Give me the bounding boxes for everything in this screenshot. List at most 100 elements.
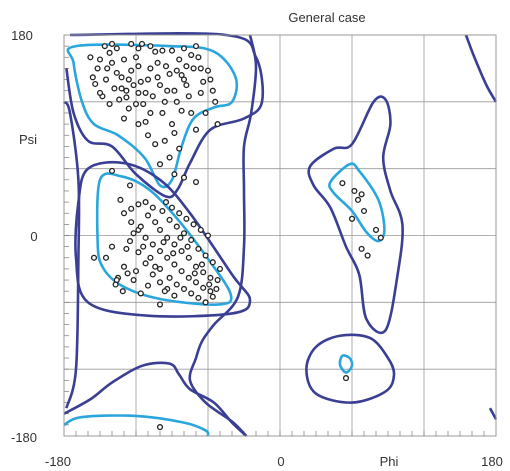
data-point bbox=[144, 212, 152, 219]
data-point bbox=[161, 98, 168, 105]
data-point bbox=[183, 82, 190, 89]
data-point bbox=[156, 226, 164, 233]
data-point bbox=[166, 216, 173, 223]
data-point bbox=[209, 259, 216, 266]
data-point bbox=[147, 109, 154, 117]
data-point bbox=[216, 265, 224, 272]
data-point bbox=[183, 215, 190, 222]
data-point bbox=[164, 234, 171, 241]
data-point bbox=[354, 196, 362, 203]
data-point bbox=[166, 274, 173, 281]
allowed-region-contour bbox=[305, 333, 396, 404]
data-point bbox=[144, 76, 152, 83]
data-point bbox=[162, 63, 170, 70]
data-point bbox=[164, 254, 171, 261]
data-point bbox=[156, 82, 164, 89]
data-point bbox=[348, 215, 356, 222]
data-point bbox=[171, 129, 178, 137]
data-point bbox=[185, 274, 192, 281]
data-point bbox=[176, 210, 183, 217]
data-point bbox=[209, 87, 216, 94]
data-point bbox=[149, 93, 156, 100]
data-point bbox=[207, 288, 214, 295]
data-point bbox=[126, 182, 134, 189]
data-point bbox=[209, 293, 216, 300]
data-point bbox=[156, 248, 164, 255]
data-point bbox=[178, 268, 185, 275]
data-point bbox=[152, 219, 159, 226]
data-point bbox=[137, 78, 144, 85]
data-point bbox=[198, 261, 206, 268]
data-point bbox=[358, 245, 365, 252]
data-point bbox=[147, 43, 154, 50]
data-point bbox=[96, 89, 104, 96]
data-point bbox=[171, 87, 178, 94]
data-point bbox=[89, 74, 96, 81]
favoured-region-contour bbox=[63, 414, 210, 437]
plot-border bbox=[63, 34, 497, 437]
data-point bbox=[202, 252, 209, 259]
y-tick-label-bottom: -180 bbox=[11, 430, 37, 445]
data-point bbox=[166, 70, 173, 78]
y-tick-label-middle: 0 bbox=[30, 229, 37, 244]
data-point bbox=[192, 279, 200, 286]
data-point bbox=[372, 226, 380, 233]
data-point bbox=[202, 299, 209, 306]
data-point bbox=[87, 54, 94, 61]
data-point bbox=[128, 40, 135, 47]
data-point bbox=[149, 204, 156, 211]
data-point bbox=[197, 226, 204, 233]
data-point bbox=[180, 76, 188, 83]
data-point bbox=[116, 96, 123, 103]
data-point bbox=[160, 239, 167, 246]
data-point bbox=[180, 174, 188, 181]
plot-grid bbox=[64, 35, 496, 436]
data-point bbox=[178, 72, 185, 79]
data-point bbox=[156, 279, 164, 286]
data-point bbox=[132, 268, 140, 275]
data-point bbox=[128, 67, 135, 74]
data-point bbox=[102, 254, 110, 261]
data-point bbox=[135, 249, 142, 256]
data-point bbox=[101, 43, 108, 50]
data-point bbox=[173, 98, 180, 105]
data-point bbox=[188, 290, 195, 297]
data-point bbox=[124, 270, 131, 277]
data-point bbox=[111, 85, 118, 92]
allowed-region-contour bbox=[62, 100, 81, 409]
contour-lines bbox=[62, 32, 498, 437]
data-point bbox=[108, 167, 116, 174]
data-point bbox=[173, 67, 180, 74]
data-point bbox=[144, 132, 152, 139]
favoured-region-contour bbox=[95, 172, 233, 306]
y-axis-label: Psi bbox=[19, 132, 37, 147]
data-point bbox=[176, 145, 183, 152]
data-point bbox=[113, 45, 120, 52]
data-point bbox=[173, 281, 180, 288]
data-point bbox=[173, 223, 180, 230]
data-point bbox=[180, 230, 188, 237]
data-point bbox=[377, 234, 384, 241]
data-point bbox=[195, 294, 202, 301]
allowed-region-contour bbox=[307, 95, 404, 335]
data-point bbox=[112, 281, 119, 288]
data-point bbox=[164, 87, 171, 94]
data-point bbox=[192, 126, 200, 133]
data-point bbox=[162, 199, 170, 206]
data-point bbox=[130, 82, 137, 89]
data-point bbox=[108, 40, 116, 47]
data-point bbox=[214, 277, 221, 284]
data-point bbox=[339, 180, 346, 187]
data-point bbox=[120, 115, 128, 122]
data-point bbox=[358, 191, 365, 198]
x-tick-label-middle: 0 bbox=[277, 454, 284, 469]
data-point bbox=[126, 238, 134, 245]
data-point bbox=[117, 196, 124, 203]
data-point bbox=[137, 290, 144, 297]
allowed-region-contour bbox=[188, 34, 258, 437]
data-point bbox=[94, 65, 101, 72]
data-point bbox=[140, 243, 147, 250]
data-point bbox=[123, 94, 130, 101]
data-point bbox=[142, 234, 149, 241]
